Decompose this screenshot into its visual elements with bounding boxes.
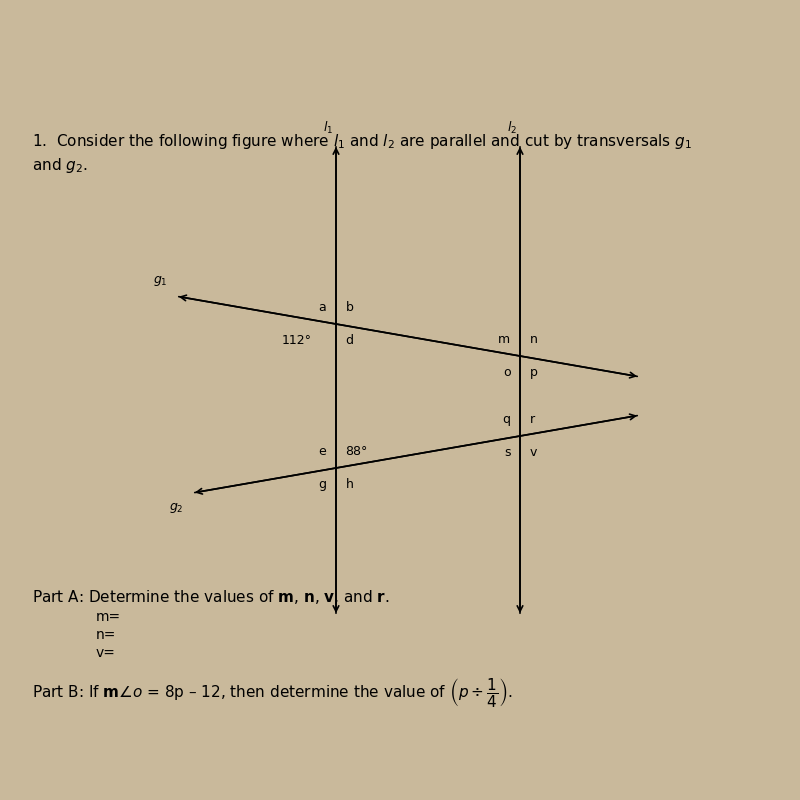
Text: h: h	[346, 478, 354, 490]
Text: $l_2$: $l_2$	[507, 120, 517, 136]
Text: r: r	[530, 414, 534, 426]
Text: n=: n=	[96, 628, 116, 642]
Text: Part B: If $\mathbf{m}\angle o$ = 8p – 12, then determine the value of $\left(p : Part B: If $\mathbf{m}\angle o$ = 8p – 1…	[32, 676, 513, 709]
Text: s: s	[504, 446, 510, 458]
Text: m=: m=	[96, 610, 121, 624]
Text: 112°: 112°	[282, 334, 312, 346]
Text: $g_2$: $g_2$	[170, 501, 184, 515]
Text: and $g_2$.: and $g_2$.	[32, 156, 88, 175]
Text: d: d	[346, 334, 354, 346]
Text: p: p	[530, 366, 538, 378]
Text: o: o	[502, 366, 510, 378]
Text: b: b	[346, 302, 354, 314]
Text: e: e	[318, 446, 326, 458]
Text: $l_1$: $l_1$	[323, 120, 333, 136]
Text: 88°: 88°	[346, 446, 368, 458]
Text: q: q	[502, 414, 510, 426]
Text: $g_1$: $g_1$	[154, 274, 168, 288]
Text: Part A: Determine the values of $\mathbf{m}$, $\mathbf{n}$, $\mathbf{v}$, and $\: Part A: Determine the values of $\mathbf…	[32, 588, 390, 606]
Text: v: v	[530, 446, 537, 458]
Text: m: m	[498, 334, 510, 346]
Text: 1.  Consider the following figure where $l_1$ and $l_2$ are parallel and cut by : 1. Consider the following figure where $…	[32, 132, 692, 151]
Text: n: n	[530, 334, 538, 346]
Text: v=: v=	[96, 646, 116, 659]
Text: a: a	[318, 302, 326, 314]
Text: g: g	[318, 478, 326, 490]
